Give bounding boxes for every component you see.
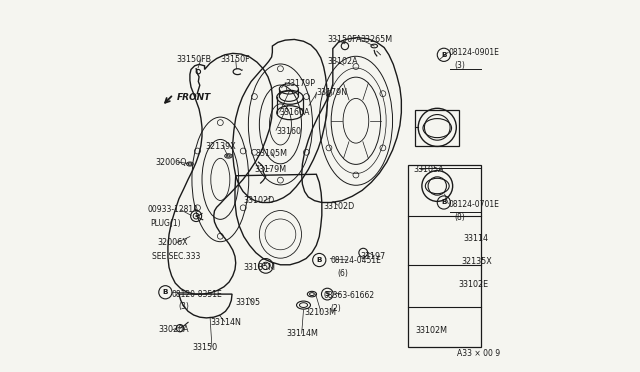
Text: 33114N: 33114N (210, 318, 241, 327)
Text: 33102E: 33102E (458, 280, 489, 289)
Text: (6): (6) (337, 269, 348, 278)
Text: 08120-8351E: 08120-8351E (172, 289, 222, 299)
Text: 33105: 33105 (235, 298, 260, 307)
Text: 33114: 33114 (463, 234, 489, 243)
Text: 08124-0451E: 08124-0451E (331, 256, 382, 264)
Text: 33102M: 33102M (415, 326, 447, 335)
Text: 33197: 33197 (360, 252, 385, 261)
Text: 32135X: 32135X (461, 257, 492, 266)
Text: 33102D: 33102D (324, 202, 355, 211)
Text: 33150FA: 33150FA (327, 35, 362, 44)
Text: 33150: 33150 (192, 343, 217, 352)
Text: 32006X: 32006X (157, 238, 188, 247)
Text: FRONT: FRONT (177, 93, 211, 102)
Text: (8): (8) (455, 214, 466, 222)
Text: 32006Q: 32006Q (156, 158, 188, 167)
Text: 33105A: 33105A (413, 165, 444, 174)
Text: 33160: 33160 (276, 126, 301, 135)
Text: 32139X: 32139X (205, 142, 236, 151)
Text: 33185M: 33185M (244, 263, 276, 272)
Text: 08363-61662: 08363-61662 (324, 291, 375, 300)
Text: B: B (441, 199, 447, 205)
Bar (415, 110, 460, 147)
Text: 33179P: 33179P (285, 79, 315, 88)
Text: A33 × 00 9: A33 × 00 9 (458, 349, 500, 358)
Text: 33160A: 33160A (280, 108, 310, 117)
Text: 33102A: 33102A (327, 57, 358, 66)
Text: 33150FB: 33150FB (176, 55, 211, 64)
Text: 00933-1281A: 00933-1281A (148, 205, 199, 214)
Text: 33179N: 33179N (316, 88, 348, 97)
Text: PLUG(1): PLUG(1) (150, 219, 181, 228)
Text: 32103M: 32103M (305, 308, 337, 317)
Text: B: B (163, 289, 168, 295)
Text: 33150F: 33150F (221, 55, 250, 64)
Text: 33179M: 33179M (254, 165, 286, 174)
Text: 33102D: 33102D (243, 196, 275, 205)
Text: SEE SEC.333: SEE SEC.333 (152, 252, 200, 261)
Text: 08124-0901E: 08124-0901E (448, 48, 499, 57)
Text: 08124-0701E: 08124-0701E (448, 200, 499, 209)
Text: B: B (317, 257, 322, 263)
Text: 33265M: 33265M (360, 35, 392, 44)
Text: S: S (325, 291, 330, 297)
Bar (408, 165, 481, 346)
Text: (2): (2) (330, 304, 341, 313)
Text: 33105M: 33105M (256, 148, 288, 157)
Text: (3): (3) (455, 61, 466, 70)
Text: (3): (3) (178, 302, 189, 311)
Text: B: B (441, 52, 447, 58)
Text: 33020A: 33020A (158, 325, 189, 334)
Text: 33114M: 33114M (286, 329, 318, 338)
